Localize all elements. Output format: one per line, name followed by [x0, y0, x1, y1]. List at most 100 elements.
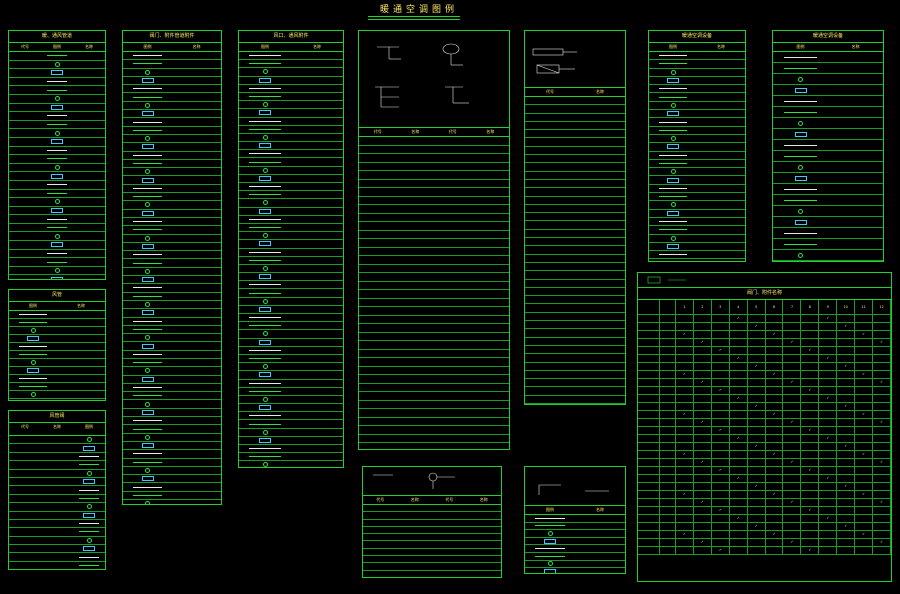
table-row [123, 367, 221, 376]
matrix-check-cell [765, 419, 784, 427]
symbol-mark [535, 517, 565, 519]
table-row [649, 251, 745, 260]
symbol-mark [83, 546, 95, 552]
matrix-check-cell: ✓ [747, 323, 766, 331]
table-row [525, 371, 625, 380]
symbol-mark [249, 448, 281, 450]
check-mark: ✓ [880, 460, 883, 464]
matrix-check-cell [711, 411, 730, 419]
table-row [123, 409, 221, 418]
matrix-check-cell [855, 475, 874, 483]
matrix-check-cell [711, 483, 730, 491]
table-row [359, 299, 509, 307]
matrix-check-cell [676, 403, 694, 411]
symbol-cell [239, 429, 291, 435]
table-row [525, 230, 625, 239]
title-underline [368, 16, 460, 20]
symbol-mark [132, 221, 163, 223]
table-row [359, 401, 509, 409]
symbol-mark [544, 568, 556, 573]
check-mark: ✓ [790, 380, 794, 384]
table-row [773, 74, 883, 85]
matrix-check-cell [693, 515, 712, 523]
symbol-mark [132, 353, 163, 355]
symbol-mark [249, 259, 281, 261]
matrix-check-cell [783, 363, 802, 371]
matrix-check-cell [729, 371, 748, 379]
matrix-check-cell: ✓ [819, 475, 838, 483]
symbol-mark [54, 61, 60, 67]
symbol-mark [141, 78, 154, 84]
matrix-check-cell: ✓ [873, 459, 891, 467]
table-row [773, 206, 883, 217]
table-row [9, 335, 105, 343]
matrix-check-cell [855, 347, 874, 355]
matrix-row-label [638, 491, 660, 499]
check-mark: ✓ [862, 492, 866, 496]
symbol-cell [239, 372, 291, 378]
matrix-row-label [660, 523, 676, 531]
table-row [649, 193, 745, 202]
symbol-mark [262, 462, 268, 467]
matrix-row-label [660, 387, 676, 395]
matrix-check-cell [855, 427, 874, 435]
matrix-check-cell [729, 403, 748, 411]
matrix-check-cell [783, 395, 802, 403]
matrix-check-cell [693, 443, 712, 451]
symbol-cell [239, 317, 291, 319]
check-mark: ✓ [808, 508, 812, 512]
matrix-check-cell: ✓ [801, 347, 820, 355]
symbol-mark [132, 55, 163, 57]
table-row [525, 114, 625, 122]
check-mark: ✓ [790, 540, 794, 544]
table-row [359, 409, 509, 418]
matrix-check-cell [837, 435, 856, 443]
panel-header: 代号 图例 名称 [9, 43, 105, 52]
symbol-mark [794, 131, 807, 137]
symbol-mark [259, 143, 271, 149]
annotation-sketch-drawing [532, 48, 577, 74]
table-row [9, 258, 105, 267]
table-row [649, 135, 745, 144]
symbol-mark [145, 335, 150, 341]
table-row [9, 503, 105, 512]
symbol-cell [239, 241, 291, 247]
table-row [773, 162, 883, 173]
symbol-mark [658, 254, 688, 256]
table-row [123, 102, 221, 111]
symbol-cell [773, 76, 828, 82]
annotation-sketch-drawing [373, 472, 455, 489]
symbol-mark [544, 538, 556, 544]
symbol-mark [132, 254, 163, 256]
symbol-cell [123, 434, 172, 440]
matrix-check-cell [783, 507, 802, 515]
symbol-cell [41, 55, 73, 57]
table-row [9, 112, 105, 121]
symbol-mark [86, 470, 92, 476]
table-row [525, 263, 625, 272]
matrix-check-cell [676, 499, 694, 507]
matrix-check-cell [873, 371, 891, 379]
symbol-cell [41, 227, 73, 229]
matrix-check-cell: ✓ [729, 355, 748, 363]
table-row [773, 184, 883, 195]
table-row [239, 52, 343, 61]
panel-duct-symbols: 风管 图例 名称 [8, 289, 106, 401]
matrix-check-cell [676, 483, 694, 491]
symbol-cell [239, 128, 291, 130]
table-row [9, 215, 105, 224]
symbol-mark [784, 100, 817, 102]
symbol-cell [525, 561, 575, 567]
symbol-cell [649, 254, 697, 256]
symbol-cell [123, 387, 172, 389]
symbol-mark [27, 400, 39, 401]
symbol-cell [123, 169, 172, 175]
table-row [649, 118, 745, 127]
matrix-check-cell [855, 419, 874, 427]
matrix-check-cell [765, 363, 784, 371]
symbol-mark [784, 232, 817, 234]
symbol-cell [123, 55, 172, 57]
panel-air-outlets: 风口、通风附件 图例 名称 [238, 30, 344, 468]
matrix-check-cell [676, 355, 694, 363]
table-row [773, 140, 883, 151]
